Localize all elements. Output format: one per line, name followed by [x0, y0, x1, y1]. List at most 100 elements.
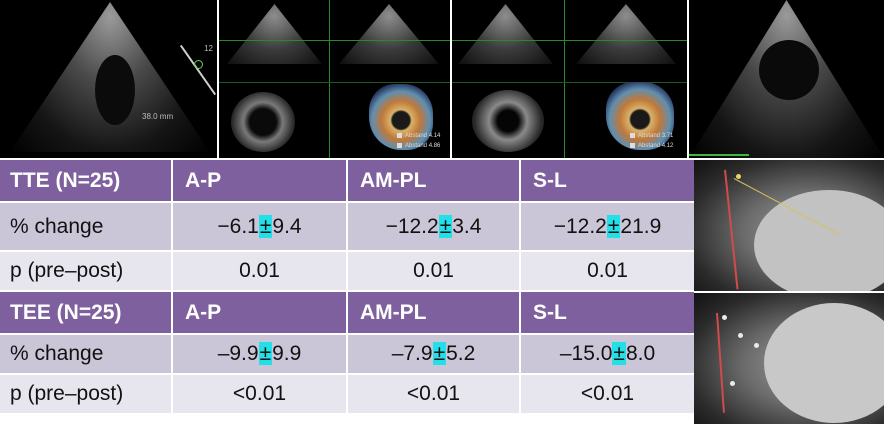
- tee-3d-image-b: Abstand 3.71 Abstand 4.12: [452, 0, 687, 158]
- measure-label: 38.0 mm: [142, 112, 174, 121]
- legend-item: Abstand 3.71: [630, 133, 673, 139]
- legend-label: Abstand: [638, 133, 661, 140]
- change-mean: −12.2: [553, 214, 607, 238]
- crosshair-h: [219, 40, 450, 41]
- valve-3d-render: [606, 82, 674, 150]
- legend-swatch: [397, 133, 402, 138]
- plus-minus-highlight: ±: [438, 214, 453, 238]
- legend-value: 4.86: [428, 143, 441, 150]
- table-row: % change –9.9±9.9 –7.9±5.2 –15.0±8.0: [0, 333, 694, 374]
- grid-line: [219, 82, 450, 83]
- p-value-cell: <0.01: [172, 373, 348, 413]
- change-mean: –9.9: [217, 342, 259, 365]
- focus-marker: [194, 60, 203, 69]
- legend-item: Abstand 4.12: [630, 143, 673, 149]
- ct-tissue: [764, 303, 884, 423]
- p-value-cell: <0.01: [520, 373, 694, 413]
- tee-group-label: TEE (N=25): [0, 290, 173, 334]
- tee-3d-image-a: Abstand 4.14 Abstand 4.86: [219, 0, 450, 158]
- tee-sector-right: [339, 4, 439, 64]
- legend-value: 4.12: [661, 143, 674, 150]
- tte-apical-image: [689, 0, 884, 158]
- valve-3d-render: [369, 84, 433, 150]
- tte-echo-image: 12 38.0 mm: [0, 0, 217, 158]
- ct-image-top: [694, 160, 884, 291]
- row-label: % change: [0, 201, 173, 251]
- plus-minus-highlight: ±: [606, 214, 621, 238]
- p-value-cell: <0.01: [347, 373, 521, 413]
- col-header-sl: S-L: [520, 160, 694, 202]
- p-value-cell: 0.01: [347, 250, 521, 291]
- legend-value: 3.71: [661, 133, 674, 140]
- change-sd: 9.9: [272, 342, 302, 365]
- legend-item: Abstand 4.86: [397, 143, 440, 149]
- ct-calcification: [754, 343, 759, 348]
- col-header-sl: S-L: [520, 290, 694, 334]
- valve-crosssection: [231, 92, 295, 152]
- plus-minus-highlight: ±: [258, 342, 273, 365]
- change-cell: −6.1±9.4: [172, 201, 348, 251]
- col-header-ap: A-P: [172, 160, 348, 202]
- legend-item: Abstand 4.14: [397, 133, 440, 139]
- legend-value: 4.14: [428, 133, 441, 140]
- row-label: p (pre–post): [0, 250, 173, 291]
- crosshair-v: [329, 0, 330, 158]
- legend-swatch: [630, 133, 635, 138]
- legend-label: Abstand: [405, 143, 428, 150]
- col-header-ampl: AM-PL: [347, 160, 521, 202]
- crosshair-h: [452, 40, 687, 41]
- change-cell: −12.2±21.9: [520, 201, 694, 251]
- table-row: p (pre–post) 0.01 0.01 0.01: [0, 250, 694, 291]
- tee-header-row: TEE (N=25) A-P AM-PL S-L: [0, 290, 694, 334]
- valve-crosssection: [472, 90, 544, 152]
- plus-minus-highlight: ±: [432, 342, 447, 365]
- ct-measure-line: [716, 312, 725, 413]
- ct-calcification: [730, 381, 735, 386]
- ct-marker: [736, 174, 741, 179]
- grid-line: [452, 82, 687, 83]
- heart-chamber: [95, 55, 135, 125]
- legend-label: Abstand: [405, 133, 428, 140]
- tee-sector-left: [227, 4, 322, 64]
- ct-calcification: [738, 333, 743, 338]
- tee-sector-right: [576, 4, 676, 64]
- change-mean: −12.2: [385, 214, 439, 238]
- col-header-ampl: AM-PL: [347, 290, 521, 334]
- change-sd: 9.4: [272, 214, 302, 238]
- legend-label: Abstand: [638, 143, 661, 150]
- tee-sector-left: [458, 4, 553, 64]
- table-row: % change −6.1±9.4 −12.2±3.4 −12.2±21.9: [0, 201, 694, 251]
- ct-calcification: [722, 315, 727, 320]
- plus-minus-highlight: ±: [612, 342, 626, 365]
- ecg-trace: [689, 154, 749, 156]
- change-sd: 3.4: [452, 214, 482, 238]
- tte-group-label: TTE (N=25): [0, 160, 173, 202]
- change-sd: 8.0: [625, 342, 656, 365]
- p-value-cell: 0.01: [520, 250, 694, 291]
- change-cell: –15.0±8.0: [520, 333, 694, 374]
- change-mean: –7.9: [391, 342, 433, 365]
- p-value-cell: 0.01: [172, 250, 348, 291]
- heart-chamber: [759, 40, 819, 100]
- tte-header-row: TTE (N=25) A-P AM-PL S-L: [0, 160, 694, 202]
- crosshair-v: [564, 0, 565, 158]
- row-label: % change: [0, 333, 173, 374]
- ct-measure-line: [724, 169, 739, 290]
- change-sd: 21.9: [620, 214, 662, 238]
- change-cell: −12.2±3.4: [347, 201, 521, 251]
- legend-swatch: [397, 143, 402, 148]
- change-cell: –7.9±5.2: [347, 333, 521, 374]
- plus-minus-highlight: ±: [258, 214, 273, 238]
- col-header-ap: A-P: [172, 290, 348, 334]
- row-label: p (pre–post): [0, 373, 173, 413]
- change-sd: 5.2: [446, 342, 476, 365]
- change-cell: –9.9±9.9: [172, 333, 348, 374]
- change-mean: –15.0: [559, 342, 613, 365]
- ct-tissue: [754, 190, 884, 291]
- depth-label: 12: [204, 44, 213, 53]
- change-mean: −6.1: [217, 214, 259, 238]
- results-table: TTE (N=25) A-P AM-PL S-L % change −6.1±9…: [0, 160, 694, 413]
- legend-swatch: [630, 143, 635, 148]
- table-row: p (pre–post) <0.01 <0.01 <0.01: [0, 373, 694, 413]
- ct-image-bottom: [694, 293, 884, 424]
